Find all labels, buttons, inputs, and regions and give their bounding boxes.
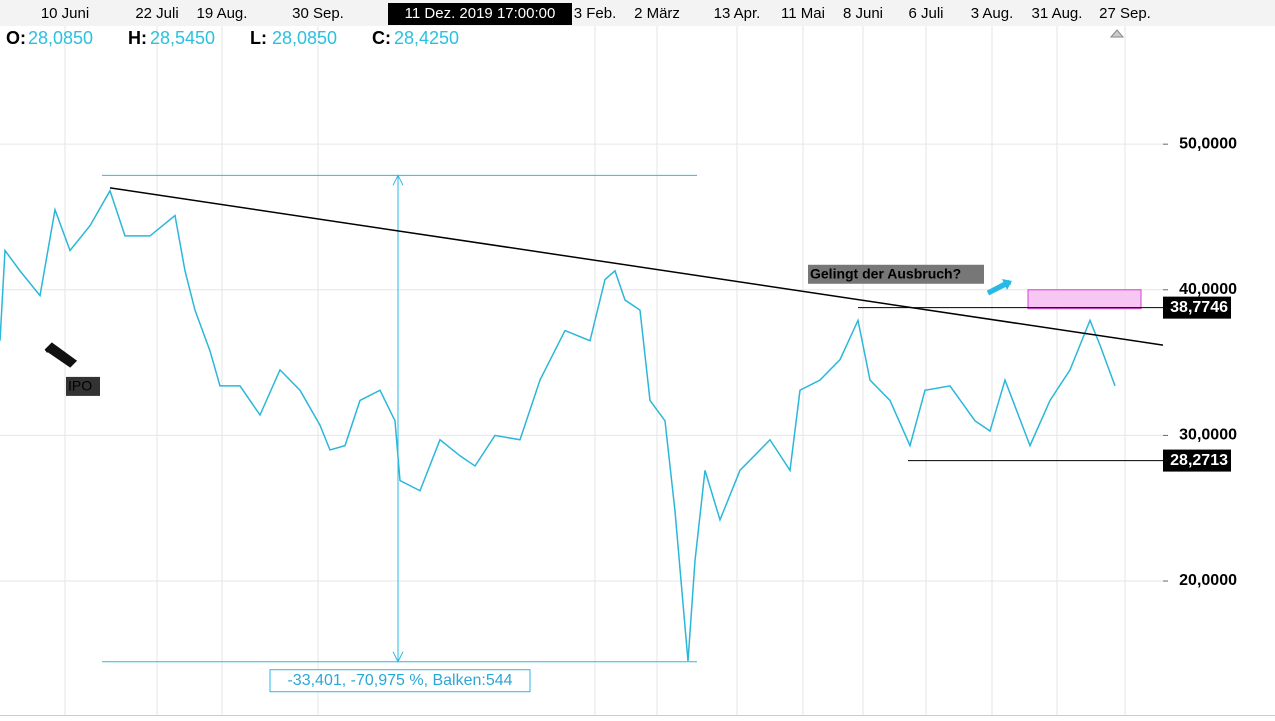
x-tick-label: 8 Juni xyxy=(843,5,883,22)
ohlc-name: C: xyxy=(372,28,391,48)
x-tick-label: 27 Sep. xyxy=(1099,5,1151,22)
x-tick-label: 19 Aug. xyxy=(197,5,248,22)
x-tick-label: 11 Mai xyxy=(781,5,825,22)
breakout-arrow-head xyxy=(1002,279,1012,290)
level-label-box xyxy=(1163,296,1231,319)
measure-arrow-head xyxy=(392,651,404,663)
y-tick-label: 20,0000 xyxy=(1179,572,1237,589)
crosshair-label: 11 Dez. 2019 17:00:00 xyxy=(405,5,556,22)
trend-line xyxy=(109,187,1164,346)
y-tick-label: 30,0000 xyxy=(1179,427,1237,444)
time-axis-bar xyxy=(0,0,1275,26)
measure-label: -33,401, -70,975 %, Balken:544 xyxy=(287,672,512,689)
level-label: 38,7746 xyxy=(1170,299,1228,316)
ohlc-value: 28,5450 xyxy=(150,28,215,48)
x-tick-label: 31 Aug. xyxy=(1032,5,1083,22)
measure-label-box xyxy=(269,669,531,693)
annotation: IPO xyxy=(68,378,92,394)
x-tick-label: 3 Feb. xyxy=(574,5,617,22)
x-tick-label: 30 Sep. xyxy=(292,5,344,22)
x-tick-label: 2 März xyxy=(634,5,680,22)
measure-arrow-head xyxy=(392,174,404,186)
y-tick-label: 50,0000 xyxy=(1179,135,1237,152)
target-zone xyxy=(1027,289,1142,310)
price-axis xyxy=(1163,26,1275,721)
x-tick-label: 6 Juli xyxy=(908,5,943,22)
ohlc-value: 28,0850 xyxy=(28,28,93,48)
breakout-arrow-line xyxy=(986,281,1007,296)
y-tick-label: 40,0000 xyxy=(1179,281,1237,298)
annotation-box xyxy=(808,264,984,284)
scroll-marker xyxy=(1109,29,1125,38)
ohlc-value: 28,0850 xyxy=(272,28,337,48)
ipo-arrow xyxy=(44,342,78,368)
annotation-box xyxy=(66,376,100,396)
crosshair-label-box xyxy=(388,3,572,25)
annotation: Gelingt der Ausbruch? xyxy=(810,265,961,281)
level-label-box xyxy=(1163,449,1231,472)
ohlc-name: H: xyxy=(128,28,147,48)
x-tick-label: 10 Juni xyxy=(41,5,89,22)
x-tick-label: 22 Juli xyxy=(135,5,178,22)
level-label: 28,2713 xyxy=(1170,452,1228,469)
ohlc-name: L: xyxy=(250,28,267,48)
x-tick-label: 3 Aug. xyxy=(971,5,1014,22)
price-line xyxy=(0,188,1116,662)
ohlc-value: 28,4250 xyxy=(394,28,459,48)
ohlc-name: O: xyxy=(6,28,26,48)
x-tick-label: 13 Apr. xyxy=(714,5,761,22)
